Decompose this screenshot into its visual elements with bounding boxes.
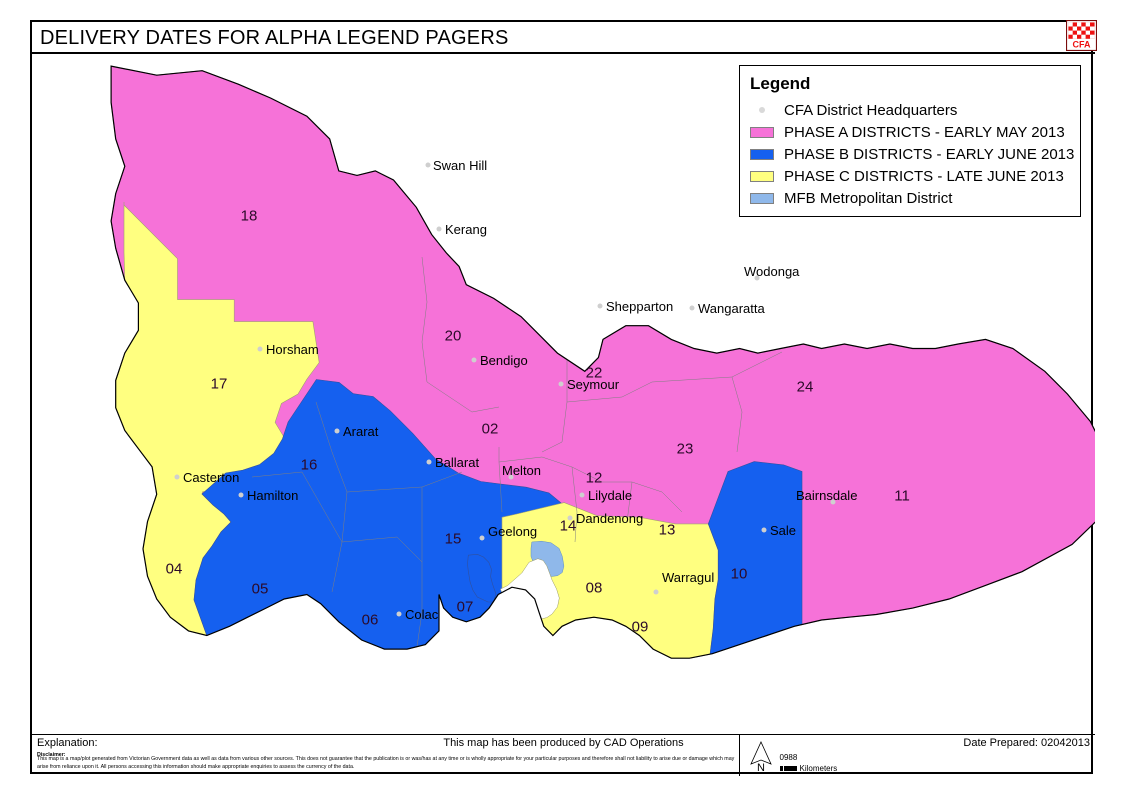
svg-text:CFA: CFA <box>1073 40 1092 50</box>
svg-text:N: N <box>757 762 765 771</box>
